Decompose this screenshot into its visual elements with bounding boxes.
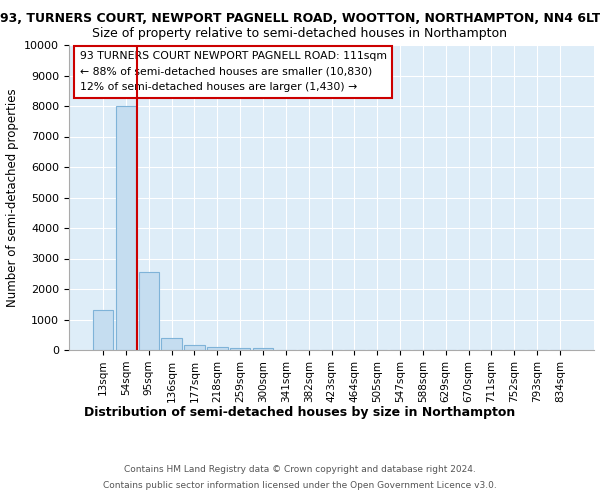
Bar [93,310,113,350]
Y-axis label: Number of semi-detached properties: Number of semi-detached properties [6,88,19,307]
Bar [207,347,227,350]
Text: 93 TURNERS COURT NEWPORT PAGNELL ROAD: 111sqm
← 88% of semi-detached houses are : 93 TURNERS COURT NEWPORT PAGNELL ROAD: 1… [79,51,386,92]
Text: Size of property relative to semi-detached houses in Northampton: Size of property relative to semi-detach… [92,28,508,40]
Text: 93, TURNERS COURT, NEWPORT PAGNELL ROAD, WOOTTON, NORTHAMPTON, NN4 6LT: 93, TURNERS COURT, NEWPORT PAGNELL ROAD,… [0,12,600,26]
Bar [253,348,273,350]
Bar [161,338,182,350]
Text: Distribution of semi-detached houses by size in Northampton: Distribution of semi-detached houses by … [85,406,515,419]
Text: Contains HM Land Registry data © Crown copyright and database right 2024.: Contains HM Land Registry data © Crown c… [124,466,476,474]
Bar [116,106,136,350]
Bar [139,272,159,350]
Bar [184,346,205,350]
Text: Contains public sector information licensed under the Open Government Licence v3: Contains public sector information licen… [103,480,497,490]
Bar [230,348,250,350]
